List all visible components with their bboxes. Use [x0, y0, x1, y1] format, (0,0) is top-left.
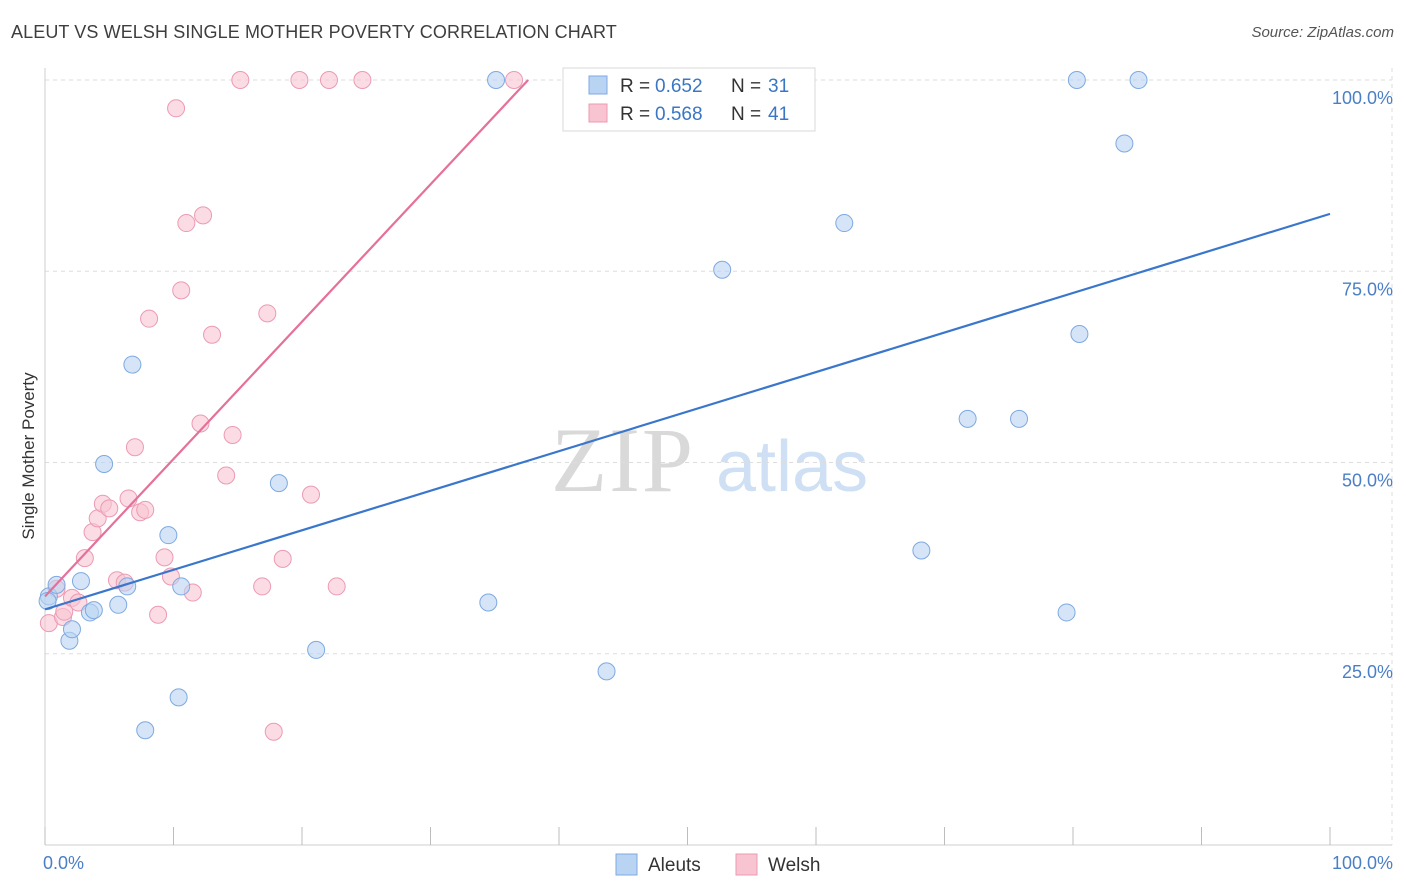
legend-n-label-welsh: N = — [731, 104, 761, 125]
welsh-point — [258, 304, 277, 323]
welsh-point — [149, 605, 168, 624]
aleuts-point — [597, 662, 616, 681]
welsh-point — [319, 71, 338, 89]
welsh-point — [264, 722, 283, 741]
aleuts-point — [95, 455, 114, 474]
welsh-point — [125, 438, 144, 457]
welsh-trendline — [44, 79, 529, 598]
aleuts-point — [713, 260, 732, 279]
aleuts-point — [62, 620, 81, 639]
welsh-point — [140, 309, 159, 328]
welsh-point — [172, 281, 191, 300]
aleuts-points — [38, 71, 1148, 740]
welsh-point — [191, 414, 210, 433]
aleuts-point — [487, 71, 506, 89]
welsh-point — [223, 425, 242, 444]
aleuts-point — [169, 688, 188, 707]
legend-swatch-welsh — [588, 103, 608, 123]
trendlines — [44, 79, 1331, 611]
welsh-point — [505, 71, 524, 89]
welsh-point — [75, 549, 94, 568]
welsh-point — [301, 485, 320, 504]
bottom-legend-swatch-aleuts — [615, 853, 638, 876]
welsh-points — [39, 71, 524, 741]
x-tick-label: 0.0% — [43, 853, 84, 873]
welsh-point — [327, 577, 346, 596]
bottom-legend-swatch-welsh — [735, 853, 758, 876]
welsh-point — [119, 489, 138, 508]
source-label: Source: ZipAtlas.com — [1251, 24, 1394, 41]
aleuts-point — [1057, 603, 1076, 622]
aleuts-point — [835, 214, 854, 233]
axes — [44, 68, 1392, 846]
series-legend: Aleuts Welsh — [615, 853, 820, 876]
aleuts-point — [172, 577, 191, 596]
welsh-point — [231, 71, 250, 89]
bottom-legend-welsh: Welsh — [768, 855, 820, 876]
welsh-point — [167, 99, 186, 118]
aleuts-point — [123, 355, 142, 374]
welsh-point — [217, 466, 236, 485]
welsh-point — [273, 549, 292, 568]
y-axis-label: Single Mother Poverty — [19, 372, 38, 540]
aleuts-trendline — [44, 212, 1331, 611]
y-tick-label: 25.0% — [1342, 662, 1393, 682]
aleuts-point — [109, 595, 128, 614]
welsh-point — [203, 325, 222, 344]
legend-r-value-aleuts: 0.652 — [655, 76, 703, 97]
aleuts-point — [269, 474, 288, 493]
aleuts-point — [479, 593, 498, 612]
watermark-zip: ZIP — [551, 409, 695, 511]
aleuts-point — [912, 541, 931, 560]
aleuts-point — [1070, 324, 1089, 343]
legend-n-value-aleuts: 31 — [768, 76, 789, 97]
welsh-point — [194, 206, 213, 225]
aleuts-point — [159, 526, 178, 545]
welsh-point — [353, 71, 372, 89]
y-tick-label: 100.0% — [1332, 88, 1393, 108]
y-tick-label: 50.0% — [1342, 471, 1393, 491]
aleuts-point — [1010, 409, 1029, 428]
x-tick-label: 100.0% — [1332, 853, 1393, 873]
bottom-legend-aleuts: Aleuts — [648, 855, 701, 876]
x-tick-labels: 0.0% 100.0% — [43, 853, 1393, 873]
aleuts-point — [1129, 71, 1148, 89]
legend-swatch-aleuts — [588, 75, 608, 95]
welsh-point — [253, 577, 272, 596]
correlation-legend: R = 0.652 N = 31 R = 0.568 N = 41 — [562, 67, 816, 132]
welsh-point — [155, 548, 174, 567]
legend-r-value-welsh: 0.568 — [655, 104, 703, 125]
legend-n-label-aleuts: N = — [731, 76, 761, 97]
legend-r-label-aleuts: R = — [620, 76, 650, 97]
welsh-point — [290, 71, 309, 89]
legend-r-label-welsh: R = — [620, 104, 650, 125]
aleuts-point — [136, 721, 155, 740]
welsh-point — [136, 500, 155, 519]
y-tick-label: 75.0% — [1342, 279, 1393, 299]
watermark-atlas: atlas — [716, 427, 868, 507]
legend-n-value-welsh: 41 — [768, 104, 789, 125]
y-tick-labels: 25.0% 50.0% 75.0% 100.0% — [1332, 88, 1393, 682]
aleuts-point — [1115, 134, 1134, 153]
aleuts-point — [84, 601, 103, 620]
aleuts-point — [1067, 71, 1086, 89]
aleuts-point — [307, 640, 326, 659]
aleuts-point — [71, 572, 90, 591]
chart-title: ALEUT VS WELSH SINGLE MOTHER POVERTY COR… — [11, 22, 617, 42]
aleuts-point — [958, 409, 977, 428]
welsh-point — [177, 214, 196, 233]
welsh-point — [100, 499, 119, 518]
